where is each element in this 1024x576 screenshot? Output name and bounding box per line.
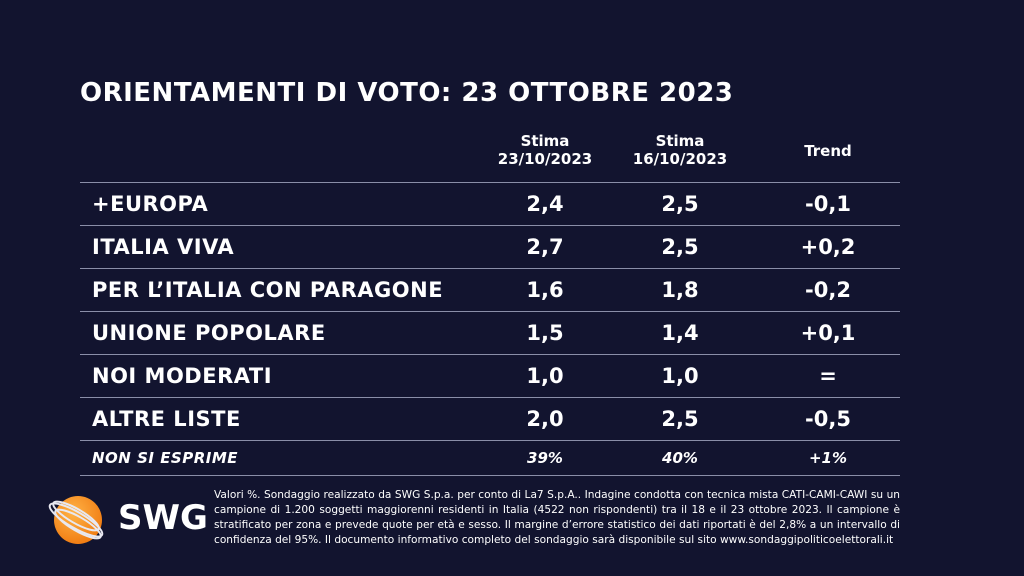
value-current: 1,0 — [526, 364, 564, 388]
header-trend: Trend — [804, 142, 852, 160]
value-previous: 1,0 — [661, 364, 699, 388]
party-name: NOI MODERATI — [92, 364, 273, 388]
table-row: ALTRE LISTE 2,0 2,5 -0,5 — [80, 398, 900, 441]
party-name: UNIONE POPOLARE — [92, 321, 326, 345]
header-stima-current: Stima 23/10/2023 — [470, 132, 620, 168]
table-row: PER L’ITALIA CON PARAGONE 1,6 1,8 -0,2 — [80, 269, 900, 312]
party-name: NON SI ESPRIME — [92, 449, 239, 467]
party-name: ALTRE LISTE — [92, 407, 241, 431]
logo-text: SWG — [118, 498, 208, 538]
header-date: 23/10/2023 — [497, 150, 593, 168]
swg-logo: SWG — [40, 486, 210, 552]
trend-value: -0,5 — [805, 407, 851, 431]
value-current: 1,5 — [526, 321, 564, 345]
table-row: ITALIA VIVA 2,7 2,5 +0,2 — [80, 226, 900, 269]
poll-table: +EUROPA 2,4 2,5 -0,1 ITALIA VIVA 2,7 2,5 +0,2 PE… — [80, 182, 900, 476]
party-name: ITALIA VIVA — [92, 235, 235, 259]
value-current: 39% — [527, 449, 563, 467]
header-label: Stima — [520, 132, 570, 150]
party-name: +EUROPA — [92, 192, 209, 216]
value-current: 1,6 — [526, 278, 564, 302]
value-previous: 2,5 — [661, 235, 699, 259]
table-row: NON SI ESPRIME 39% 40% +1% — [80, 441, 900, 476]
footnote: Valori %. Sondaggio realizzato da SWG S.… — [214, 489, 900, 546]
value-previous: 40% — [662, 449, 698, 467]
party-name: PER L’ITALIA CON PARAGONE — [92, 278, 444, 302]
value-previous: 2,5 — [661, 407, 699, 431]
value-current: 2,0 — [526, 407, 564, 431]
page-title: ORIENTAMENTI DI VOTO: 23 OTTOBRE 2023 — [80, 78, 734, 108]
header-stima-previous: Stima 16/10/2023 — [605, 132, 755, 168]
value-current: 2,7 — [526, 235, 564, 259]
trend-value: = — [819, 364, 837, 388]
trend-value: +0,1 — [800, 321, 856, 345]
table-row: NOI MODERATI 1,0 1,0 = — [80, 355, 900, 398]
trend-value: -0,1 — [805, 192, 851, 216]
trend-value: +1% — [808, 449, 848, 467]
table-row: UNIONE POPOLARE 1,5 1,4 +0,1 — [80, 312, 900, 355]
globe-icon — [48, 496, 104, 544]
trend-value: -0,2 — [805, 278, 851, 302]
trend-value: +0,2 — [800, 235, 856, 259]
table-row: +EUROPA 2,4 2,5 -0,1 — [80, 183, 900, 226]
value-current: 2,4 — [526, 192, 564, 216]
value-previous: 1,8 — [661, 278, 699, 302]
value-previous: 1,4 — [661, 321, 699, 345]
value-previous: 2,5 — [661, 192, 699, 216]
header-label: Stima — [655, 132, 705, 150]
header-date: 16/10/2023 — [632, 150, 728, 168]
